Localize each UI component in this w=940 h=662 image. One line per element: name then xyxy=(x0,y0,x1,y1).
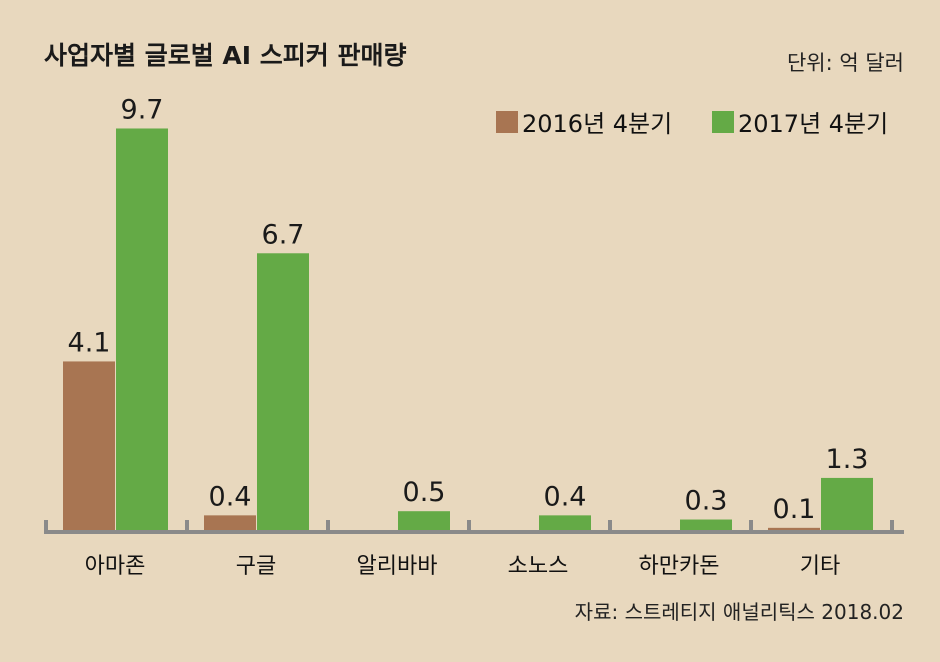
data-label: 0.5 xyxy=(403,477,446,508)
bar-2016q4-0 xyxy=(63,361,115,532)
bars: 4.1 9.7 0.4 6.7 0.5 0.4 0.3 0.1 1.3 xyxy=(63,94,873,533)
category-label: 알리바바 xyxy=(357,554,438,579)
unit-label: 단위: 억 달러 xyxy=(787,51,904,75)
category-labels: 아마존 구글 알리바바 소노스 하만카돈 기타 xyxy=(85,554,841,579)
bar-2017q4-1 xyxy=(257,253,309,532)
data-label: 4.1 xyxy=(68,327,111,358)
data-label: 9.7 xyxy=(121,94,164,125)
data-label: 1.3 xyxy=(826,444,869,475)
data-label: 0.1 xyxy=(773,494,816,525)
category-label: 구글 xyxy=(236,554,276,579)
bar-2017q4-0 xyxy=(116,128,168,533)
legend: 2016년 4분기 2017년 4분기 xyxy=(496,110,888,138)
chart-title: 사업자별 글로벌 AI 스피커 판매량 xyxy=(44,41,406,70)
data-label: 0.4 xyxy=(544,481,587,512)
category-label: 아마존 xyxy=(85,554,146,579)
bar-2017q4-2 xyxy=(398,511,450,532)
legend-label: 2016년 4분기 xyxy=(522,110,672,138)
x-axis xyxy=(44,520,904,534)
data-label: 0.3 xyxy=(685,486,728,517)
legend-label: 2017년 4분기 xyxy=(738,110,888,138)
data-label: 6.7 xyxy=(262,219,305,250)
data-label: 0.4 xyxy=(209,481,252,512)
bar-2017q4-5 xyxy=(821,477,873,532)
category-label: 하만카돈 xyxy=(639,554,720,579)
bar-2016q4-5 xyxy=(768,527,820,532)
bar-2017q4-3 xyxy=(539,515,591,532)
category-label: 소노스 xyxy=(508,554,569,579)
bar-2016q4-1 xyxy=(204,515,256,532)
bar-2017q4-4 xyxy=(680,519,732,532)
legend-swatch xyxy=(712,111,734,133)
category-label: 기타 xyxy=(800,554,840,579)
legend-swatch xyxy=(496,111,518,133)
source-note: 자료: 스트레티지 애널리틱스 2018.02 xyxy=(575,600,904,624)
